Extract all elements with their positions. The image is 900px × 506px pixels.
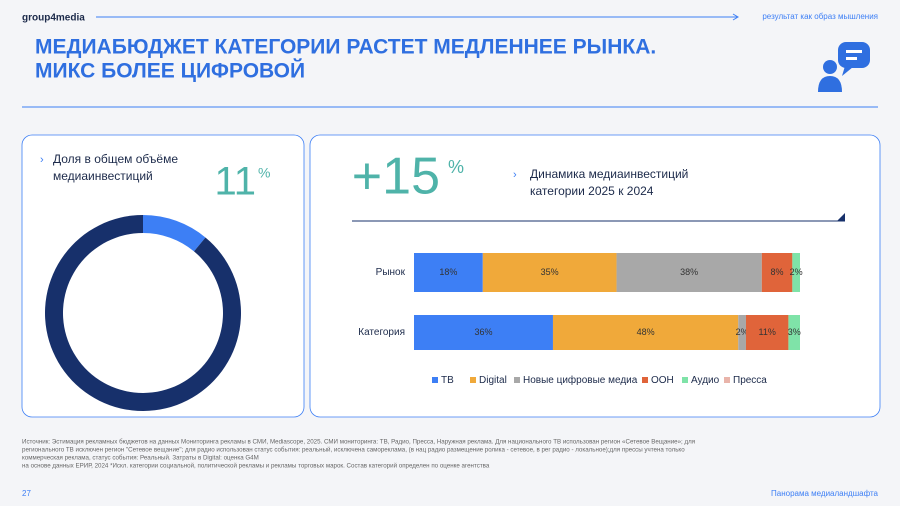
legend-swatch — [642, 377, 648, 383]
bar-segment — [482, 253, 617, 292]
value-label: 18% — [439, 267, 457, 277]
value-label: 3% — [788, 327, 801, 337]
share-unit: % — [258, 165, 270, 181]
footnote: регионального ТВ исключен регион "Сетево… — [22, 447, 685, 454]
page-number: 27 — [22, 489, 31, 498]
value-label: 36% — [474, 327, 492, 337]
donut-slice — [143, 215, 206, 252]
bar-segment — [761, 253, 793, 292]
bar-segment — [745, 315, 789, 350]
caption: медиаинвестиций — [53, 169, 153, 183]
corner — [837, 213, 845, 221]
tagline: результат как образ мышления — [762, 12, 878, 21]
value-label: 8% — [771, 267, 784, 277]
value-label: 2% — [790, 267, 803, 277]
logo: group4media — [22, 13, 85, 24]
legend-swatch — [514, 377, 520, 383]
footnote: коммерческая реклама, статус события: Ре… — [22, 455, 259, 462]
growth-number: +15 — [352, 148, 440, 206]
legend-swatch — [470, 377, 476, 383]
growth-unit: % — [448, 157, 464, 177]
bar-segment — [792, 253, 800, 292]
footnote: Источник: Эстимация рекламных бюджетов н… — [22, 439, 695, 446]
bar-segment — [616, 253, 762, 292]
arrow — [732, 13, 739, 21]
legend-label: Пресса — [733, 375, 767, 386]
footnote: на основе данных ЕРИР, 2024 *Искл. катег… — [22, 463, 490, 470]
bar-segment — [788, 315, 800, 350]
legend-swatch — [432, 377, 438, 383]
bar-segment — [738, 315, 746, 350]
icon — [818, 42, 870, 92]
chevron: › — [513, 169, 517, 181]
value-label: 48% — [637, 327, 655, 337]
chevron: › — [40, 154, 44, 166]
share-number: 11 — [214, 160, 256, 204]
legend-label: ООН — [651, 375, 674, 386]
caption: категории 2025 к 2024 — [530, 184, 654, 198]
value-label: 35% — [541, 267, 559, 277]
bar-segment — [414, 315, 553, 350]
legend-swatch — [682, 377, 688, 383]
category-label: Категория — [358, 327, 405, 338]
legend-label: ТВ — [441, 375, 454, 386]
bar-segment — [414, 253, 483, 292]
legend-label: Аудио — [691, 375, 720, 386]
legend-swatch — [724, 377, 730, 383]
caption: Доля в общем объёме — [53, 152, 178, 166]
category-label: Рынок — [376, 267, 406, 278]
value-label: 38% — [680, 267, 698, 277]
bar-segment — [552, 315, 739, 350]
legend-label: Новые цифровые медиа — [523, 374, 638, 386]
title: МИКС БОЛЕЕ ЦИФРОВОЙ — [35, 59, 305, 83]
title: МЕДИАБЮДЖЕТ КАТЕГОРИИ РАСТЕТ МЕДЛЕННЕЕ Р… — [35, 36, 656, 59]
value-label: 2% — [736, 327, 749, 337]
footer-label: Панорама медиаландшафта — [771, 489, 879, 498]
caption: Динамика медиаинвестиций — [530, 167, 688, 181]
legend-label: Digital — [479, 375, 507, 386]
value-label: 11% — [759, 327, 776, 337]
